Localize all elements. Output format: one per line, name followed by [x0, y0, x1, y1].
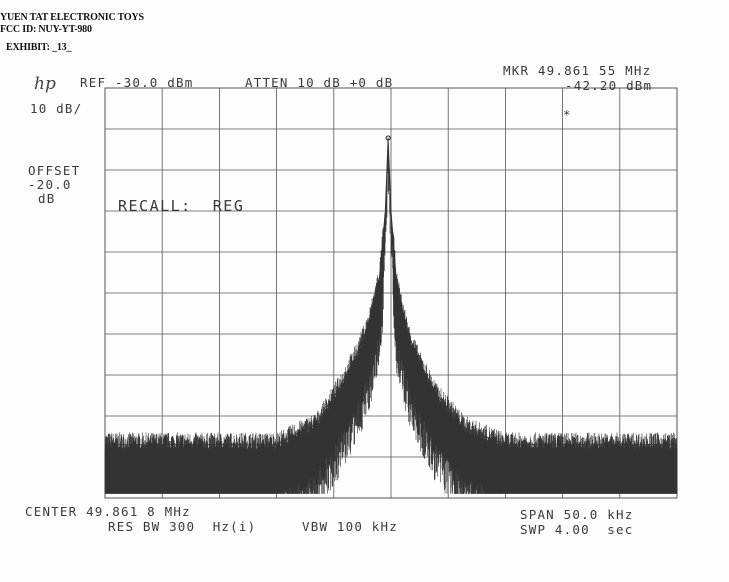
marker-frequency: MKR 49.861 55 MHz [503, 63, 652, 78]
marker-level: -42.20 dBm [565, 78, 653, 93]
attenuation: ATTEN 10 dB +0 dB [245, 75, 394, 90]
signal-envelope [105, 137, 677, 446]
recall-register: RECALL: REG [118, 197, 245, 215]
span: SPAN 50.0 kHz [520, 507, 634, 522]
center-frequency: CENTER 49.861 8 MHz [25, 504, 191, 519]
marker-point [385, 135, 391, 141]
offset-value: -20.0 [28, 177, 72, 192]
sweep-time: SWP 4.00 sec [520, 522, 634, 537]
marker-asterisk: * [563, 107, 572, 122]
scale-per-div: 10 dB/ [30, 101, 83, 116]
spectrum-trace [104, 141, 678, 494]
resolution-bandwidth: RES BW 300 Hz(i) [108, 519, 257, 534]
offset-label: OFFSET [28, 163, 81, 178]
video-bandwidth: VBW 100 kHz [302, 519, 398, 534]
company-name: YUEN TAT ELECTRONIC TOYS [0, 12, 144, 23]
fcc-id: FCC ID: NUY-YT-980 [0, 24, 92, 35]
exhibit-label: EXHIBIT: _13_ [6, 42, 72, 53]
offset-unit: dB [38, 191, 56, 206]
hp-logo: hp [34, 74, 56, 94]
ref-level: REF -30.0 dBm [80, 75, 194, 90]
